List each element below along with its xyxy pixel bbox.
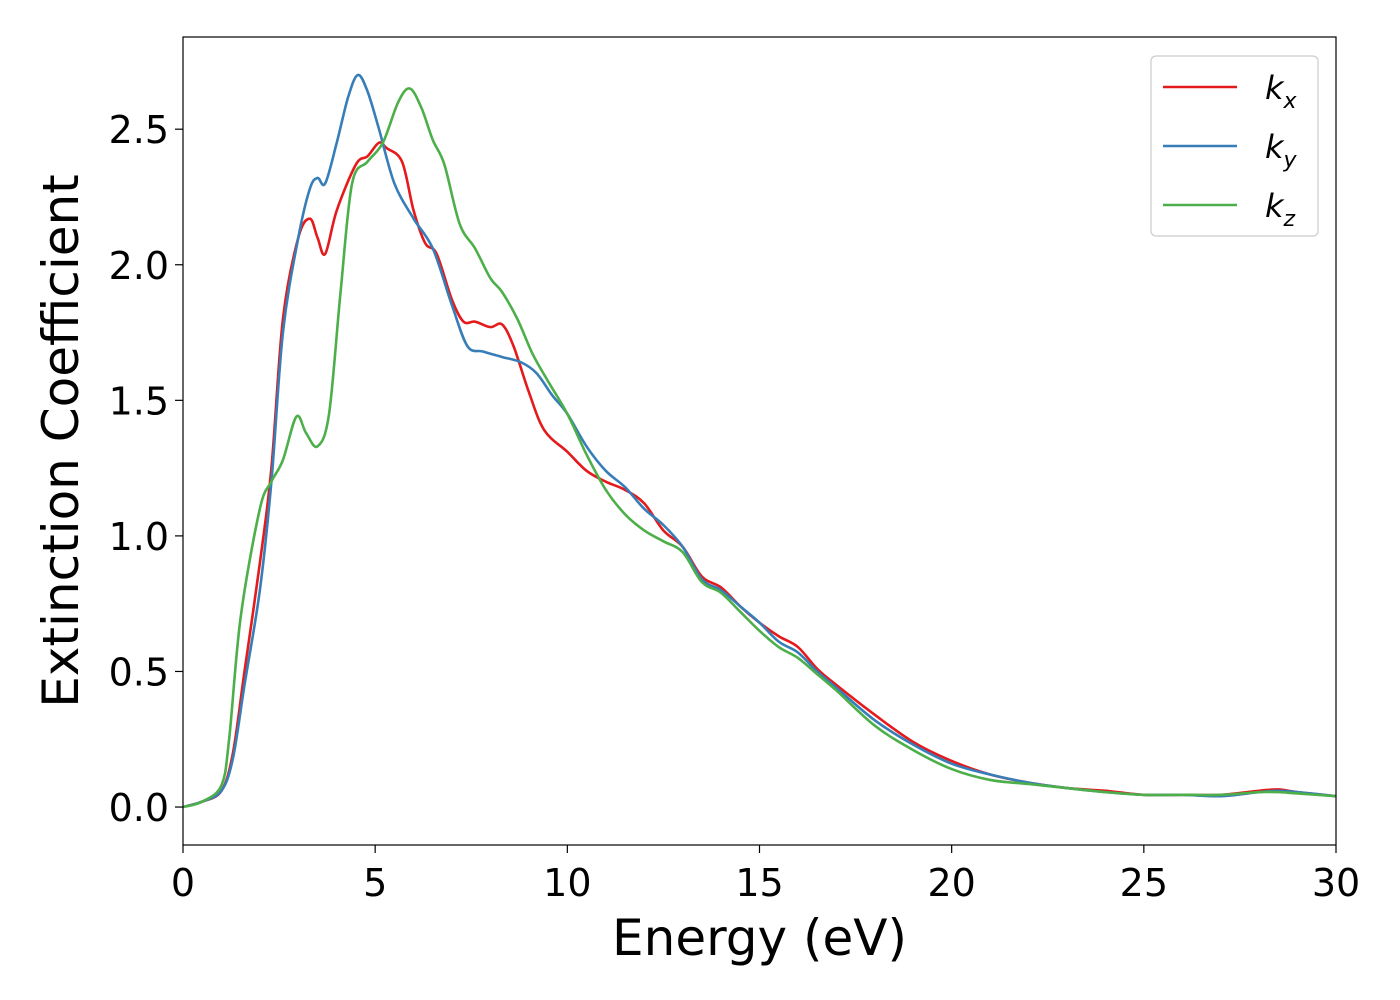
y-tick-label: 1.0 — [109, 515, 169, 559]
y-axis-ticks: 0.0 0.5 1.0 1.5 2.0 2.5 — [109, 108, 183, 830]
legend-label-kx: kx — [1265, 69, 1298, 114]
x-tick-label: 15 — [735, 861, 783, 905]
y-tick-label: 1.5 — [109, 379, 169, 423]
series-lines — [183, 73, 1336, 809]
x-axis-ticks: 0 5 10 15 20 25 30 — [171, 845, 1360, 905]
y-tick-label: 0.5 — [109, 650, 169, 694]
legend-label-kz: kz — [1265, 187, 1296, 232]
legend-label-base: k — [1265, 187, 1285, 225]
y-tick-label: 2.0 — [109, 244, 169, 288]
x-tick-label: 10 — [543, 861, 591, 905]
legend-label-subscript: z — [1283, 207, 1296, 232]
legend-label-subscript: x — [1283, 89, 1298, 114]
x-tick-label: 30 — [1312, 861, 1360, 905]
y-axis-title: Extinction Coefficient — [32, 174, 90, 708]
legend-label-subscript: y — [1283, 148, 1298, 173]
y-tick-label: 0.0 — [109, 786, 169, 830]
legend-label-base: k — [1265, 128, 1285, 166]
x-tick-label: 5 — [363, 861, 387, 905]
x-tick-label: 25 — [1120, 861, 1168, 905]
legend-label-base: k — [1265, 69, 1285, 107]
x-tick-label: 20 — [927, 861, 975, 905]
y-tick-label: 2.5 — [109, 108, 169, 152]
x-axis-title: Energy (eV) — [612, 909, 907, 967]
x-tick-label: 0 — [171, 861, 195, 905]
legend-label-ky: ky — [1265, 128, 1298, 173]
series-line-kz — [183, 87, 1336, 809]
